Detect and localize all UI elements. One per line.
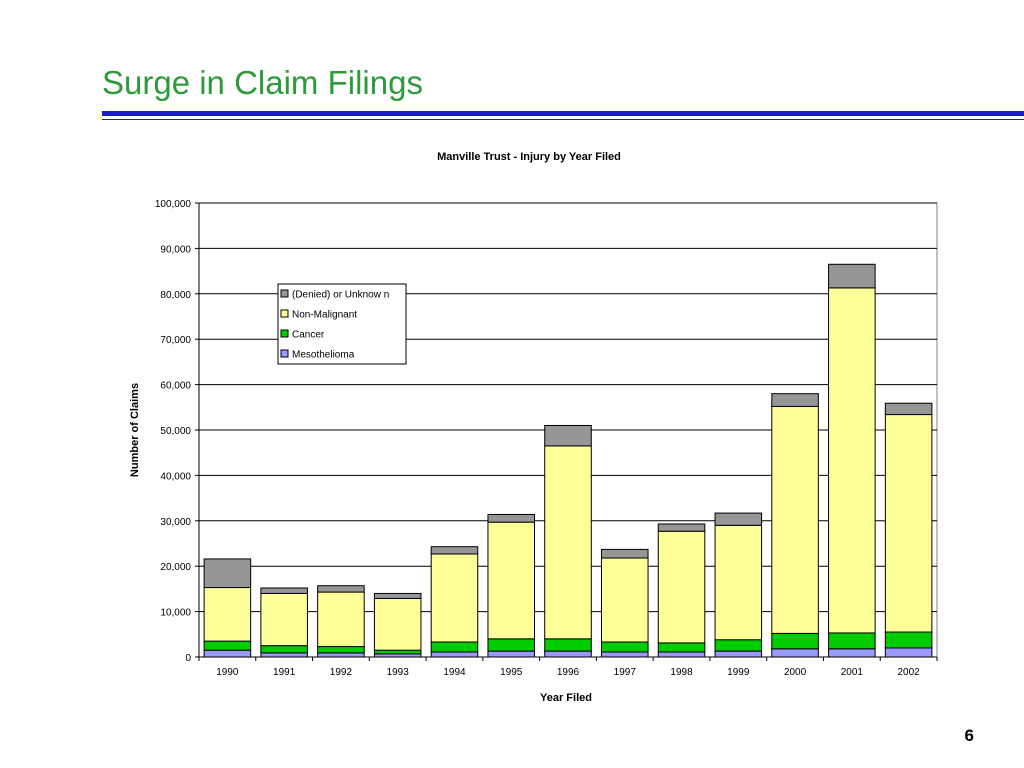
legend-box bbox=[277, 283, 407, 365]
legend-swatch bbox=[280, 289, 289, 298]
bar-segment bbox=[771, 632, 819, 650]
x-tick-label: 1991 bbox=[273, 667, 296, 678]
x-tick-label: 2002 bbox=[897, 667, 920, 678]
bar-segment bbox=[203, 640, 252, 651]
bar-segment bbox=[828, 648, 876, 658]
y-tick-label: 40,000 bbox=[160, 471, 191, 482]
bar-segment bbox=[203, 558, 252, 589]
bar-segment bbox=[430, 651, 479, 658]
bar-segment bbox=[260, 592, 308, 647]
bar-segment bbox=[600, 651, 649, 658]
y-tick-label: 10,000 bbox=[160, 608, 191, 619]
x-axis-ticks: 1990 1991 1992 1993 1994 1995 1996 1997 1998 1999… bbox=[198, 656, 938, 678]
bar-segment bbox=[884, 631, 933, 649]
y-tick-label: 80,000 bbox=[160, 290, 191, 301]
chart-title: Manville Trust - Injury by Year Filed bbox=[437, 151, 621, 163]
x-tick-label: 2000 bbox=[784, 667, 807, 678]
bar-segment bbox=[260, 587, 308, 594]
bar-segment bbox=[317, 652, 365, 658]
x-tick-label: 2001 bbox=[841, 667, 864, 678]
bar-segment bbox=[884, 414, 933, 633]
bar-segment bbox=[487, 513, 536, 523]
bar-segment bbox=[600, 557, 649, 643]
title-rule-thin bbox=[102, 119, 1024, 120]
bar-segment bbox=[373, 592, 422, 599]
legend-label: Non-Malignant bbox=[292, 310, 357, 321]
bar-segment bbox=[600, 548, 649, 559]
bar-segment bbox=[430, 546, 479, 555]
bar-segment bbox=[714, 524, 763, 641]
legend-swatch bbox=[280, 329, 289, 338]
bar-segment bbox=[544, 638, 592, 652]
y-tick-label: 100,000 bbox=[155, 199, 192, 210]
bar-segment bbox=[317, 591, 365, 648]
legend: (Denied) or Unknow n Non-Malignant Cancer M… bbox=[277, 283, 407, 365]
x-tick-label: 1990 bbox=[216, 667, 239, 678]
bar-segment bbox=[828, 263, 876, 289]
page-number: 6 bbox=[964, 726, 974, 745]
bar-segment bbox=[203, 587, 252, 642]
x-tick-label: 1995 bbox=[500, 667, 523, 678]
bar-segment bbox=[430, 553, 479, 643]
y-tick-label: 60,000 bbox=[160, 381, 191, 392]
x-tick-label: 1996 bbox=[557, 667, 580, 678]
bar-segment bbox=[430, 641, 479, 653]
y-tick-label: 70,000 bbox=[160, 335, 191, 346]
bar-segment bbox=[373, 597, 422, 651]
bar-segment bbox=[373, 649, 422, 655]
bar-segment bbox=[317, 646, 365, 654]
bar-segment bbox=[544, 650, 592, 658]
bar-segment bbox=[771, 405, 819, 634]
bar-segment bbox=[884, 647, 933, 658]
bar-segment bbox=[487, 650, 536, 658]
bar-segment bbox=[657, 523, 706, 532]
bar-segment bbox=[487, 638, 536, 652]
x-axis-label: Year Filed bbox=[540, 692, 592, 704]
y-axis-label: Number of Claims bbox=[129, 383, 141, 477]
y-tick-label: 90,000 bbox=[160, 244, 191, 255]
legend-label: Mesothelioma bbox=[292, 350, 355, 361]
bar-segment bbox=[260, 645, 308, 654]
x-tick-label: 1994 bbox=[443, 667, 466, 678]
bars bbox=[203, 263, 933, 658]
x-tick-label: 1997 bbox=[614, 667, 637, 678]
bar-segment bbox=[657, 651, 706, 658]
bar-segment bbox=[203, 649, 252, 658]
y-axis-ticks: 0 10,000 20,000 30,000 40,000 50,000 60,000 70,… bbox=[155, 199, 200, 664]
x-tick-label: 1999 bbox=[727, 667, 750, 678]
bar-segment bbox=[714, 650, 763, 658]
y-tick-label: 30,000 bbox=[160, 517, 191, 528]
bar-segment bbox=[260, 652, 308, 658]
title-rule-thick bbox=[102, 111, 1024, 116]
bar-segment bbox=[657, 642, 706, 653]
y-tick-label: 50,000 bbox=[160, 426, 191, 437]
bar-segment bbox=[317, 585, 365, 593]
legend-swatch bbox=[280, 309, 289, 318]
bar-segment bbox=[828, 287, 876, 634]
slide-title: Surge in Claim Filings bbox=[102, 64, 423, 101]
bar-segment bbox=[600, 641, 649, 653]
legend-label: (Denied) or Unknow n bbox=[292, 290, 389, 301]
bar-segment bbox=[657, 530, 706, 644]
x-tick-label: 1998 bbox=[670, 667, 693, 678]
legend-label: Cancer bbox=[292, 330, 325, 341]
y-tick-label: 20,000 bbox=[160, 562, 191, 573]
bar-segment bbox=[771, 648, 819, 658]
bar-segment bbox=[884, 402, 933, 416]
bar-segment bbox=[487, 521, 536, 640]
bar-segment bbox=[544, 445, 592, 640]
bar-segment bbox=[714, 639, 763, 652]
bar-segment bbox=[828, 632, 876, 650]
bar-segment bbox=[771, 393, 819, 407]
legend-swatch bbox=[280, 349, 289, 358]
bar-segment bbox=[714, 512, 763, 526]
x-tick-label: 1992 bbox=[330, 667, 353, 678]
bar-segment bbox=[544, 424, 592, 447]
x-tick-label: 1993 bbox=[387, 667, 410, 678]
y-tick-label: 0 bbox=[185, 653, 191, 664]
